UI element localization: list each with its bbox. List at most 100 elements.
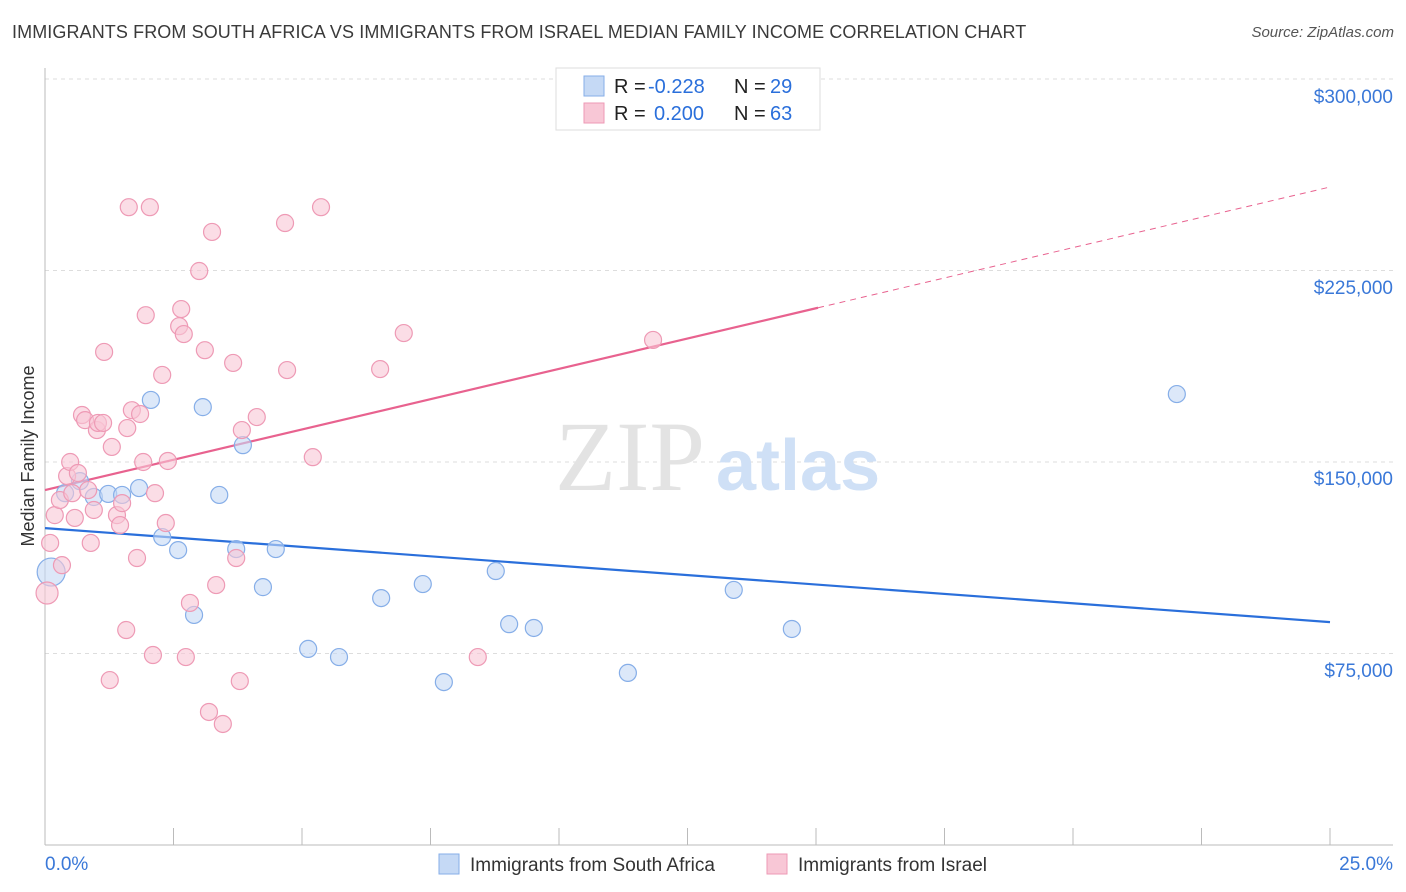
data-point [158,451,177,471]
data-point [41,533,60,553]
data-point [195,341,214,360]
data-point [303,448,322,467]
data-point [193,398,212,417]
data-point [372,588,391,608]
legend-r-value: -0.228 [648,76,705,98]
data-point [79,480,98,500]
x-tick-label-max: 25.0% [1339,854,1393,875]
data-point [81,533,100,553]
watermark-zip: ZIP [555,401,705,512]
data-point [277,360,297,380]
trend-line-0 [44,527,1331,624]
y-tick-label: $225,000 [1314,278,1393,299]
data-point [247,407,266,427]
legend-label-israel: Immigrants from Israel [798,855,987,876]
data-point [500,615,519,634]
data-point [311,198,331,217]
data-point [117,620,136,640]
data-point [84,500,103,520]
y-axis-title: Median Family Income [18,365,38,546]
data-point [233,436,252,455]
data-point [127,548,147,568]
data-point [227,548,246,568]
data-point [643,330,663,350]
data-point [230,671,249,691]
legend-swatch-israel [766,853,788,875]
data-point [140,198,159,217]
legend-swatch-israel [583,102,605,124]
data-point [210,485,229,505]
data-point [618,663,637,683]
data-point [118,418,137,438]
data-point [68,463,87,483]
data-point [172,299,191,319]
data-point [100,670,119,690]
data-point [207,575,226,595]
data-point [180,593,200,613]
data-point [45,506,64,525]
data-point [35,581,59,605]
data-point [275,213,295,233]
data-point [136,306,155,325]
data-point [199,702,219,722]
data-point [1167,384,1186,404]
data-point [52,556,72,575]
data-point [95,342,114,362]
legend-r-label: R = [614,76,646,98]
legend-label-south-africa: Immigrants from South Africa [470,855,715,876]
data-point [434,672,453,692]
y-tick-label: $300,000 [1314,87,1393,108]
data-point [371,359,390,379]
y-tick-label: $150,000 [1314,469,1393,490]
data-point [119,198,138,217]
data-point [413,574,432,594]
data-point [468,647,487,667]
x-tick-label-min: 0.0% [45,854,88,875]
data-point [176,647,195,667]
data-point [266,539,285,559]
data-point [329,647,349,667]
y-tick-label: $75,000 [1324,661,1393,682]
data-point [394,323,413,343]
data-point [486,561,505,581]
data-point [63,484,82,503]
data-point [724,580,743,600]
data-point [129,478,149,498]
data-point [112,494,132,513]
data-point [174,324,193,344]
series-legend: Immigrants from South Africa Immigrants … [438,853,987,876]
data-point [299,639,318,659]
data-point [143,645,163,665]
data-point [65,508,84,528]
stats-legend: R = -0.228 N = 29 R = 0.200 N = 63 [555,67,821,131]
data-point [145,484,165,503]
source-label: Source: ZipAtlas.com [1251,24,1394,41]
legend-n-value: 63 [770,103,792,125]
data-point [153,365,172,385]
legend-swatch-south-africa [438,853,460,875]
data-point [202,222,222,242]
data-point [134,452,153,472]
data-point [156,513,175,533]
data-point [93,413,113,433]
trend-line-extension-1 [817,186,1331,309]
chart-title: IMMIGRANTS FROM SOUTH AFRICA VS IMMIGRAN… [12,22,1027,42]
data-point [782,619,801,639]
data-point [232,420,251,440]
data-point [130,404,150,424]
data-point [110,515,130,535]
data-point [141,390,160,410]
legend-r-value: 0.200 [654,103,704,125]
data-point [524,618,543,638]
data-point [224,353,243,373]
legend-n-label: N = [734,76,766,98]
legend-n-value: 29 [770,76,792,98]
legend-n-label: N = [734,103,766,125]
data-point [190,261,209,281]
legend-r-label: R = [614,103,646,125]
data-point [213,714,232,734]
data-point [253,578,273,597]
data-point [169,540,188,560]
